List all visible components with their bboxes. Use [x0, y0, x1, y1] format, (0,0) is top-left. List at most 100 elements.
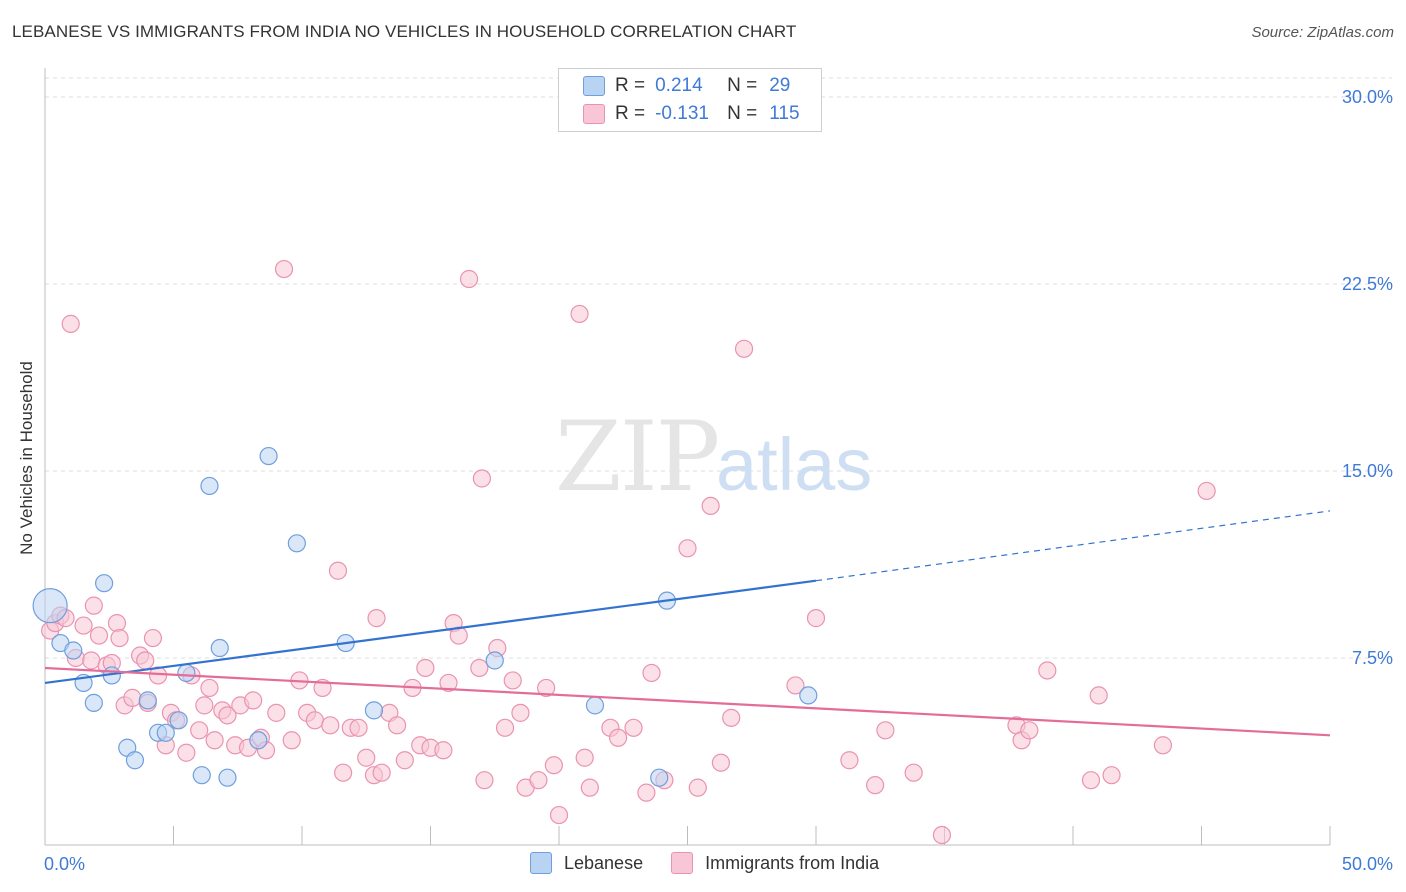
india-legend-swatch	[671, 852, 694, 874]
india-point	[107, 613, 127, 633]
stats-row-india: R = -0.131 N = 115	[583, 102, 800, 126]
india-point	[688, 778, 707, 797]
india-point	[367, 609, 386, 628]
n-label: N =	[727, 103, 758, 124]
india-swatch	[583, 104, 605, 124]
lebanese-trend-line	[44, 579, 817, 685]
tick-labels: 7.5% 15.0% 22.5% 30.0% 0.0% 50.0%	[44, 87, 1393, 874]
trend-layer	[44, 510, 1331, 737]
stats-legend: R = 0.214 N = 29 R = -0.131 N = 115	[558, 68, 822, 132]
y-tick-label: 7.5%	[1352, 648, 1393, 668]
series-legend: Lebanese Immigrants from India	[530, 852, 907, 874]
india-point	[416, 658, 435, 678]
lebanese-point	[210, 638, 229, 658]
x-tick-label: 0.0%	[44, 854, 85, 874]
india-point	[786, 676, 805, 695]
india-point	[74, 616, 93, 635]
lebanese-swatch	[583, 76, 605, 96]
india-point	[642, 663, 661, 683]
india-point	[1197, 481, 1216, 501]
india-point	[439, 673, 458, 693]
india-point	[475, 771, 494, 790]
y-tick-label: 15.0%	[1342, 461, 1393, 481]
r-label: R =	[615, 75, 646, 96]
india-point	[110, 628, 129, 648]
lebanese-point	[585, 696, 605, 715]
india-point	[537, 678, 556, 698]
india-point	[123, 688, 142, 707]
india-point	[395, 751, 414, 770]
points-layer	[32, 87, 1216, 845]
india-point	[570, 304, 589, 324]
y-tick-label: 30.0%	[1342, 87, 1393, 107]
india-point	[357, 748, 376, 767]
lebanese-point	[249, 731, 268, 750]
source-label: Source: ZipAtlas.com	[1251, 24, 1394, 41]
india-point	[806, 609, 826, 628]
lebanese-point	[138, 691, 157, 710]
watermark-zip: ZIP	[555, 401, 718, 513]
india-point	[349, 718, 368, 737]
lebanese-point	[84, 693, 103, 712]
lebanese-point	[169, 711, 188, 730]
lebanese-point	[64, 641, 83, 660]
india-point	[282, 731, 301, 750]
lebanese-point	[125, 751, 145, 770]
india-point	[200, 678, 219, 698]
lebanese-point	[192, 766, 211, 785]
india-point	[1038, 661, 1057, 680]
india-point	[61, 314, 80, 333]
india-point	[840, 751, 859, 770]
watermark-atlas: atlas	[716, 423, 872, 506]
india-point	[637, 783, 656, 802]
lebanese-point	[218, 768, 237, 787]
india-trend-line	[44, 666, 1331, 737]
legend-item-lebanese: Lebanese	[530, 852, 643, 874]
india-point	[328, 561, 348, 580]
lebanese-point	[32, 588, 68, 624]
india-point	[459, 269, 479, 289]
india-point	[624, 718, 643, 737]
n-value: 115	[769, 103, 800, 124]
lebanese-point	[259, 446, 278, 466]
india-point	[503, 671, 522, 690]
india-point	[143, 628, 163, 648]
india-point	[580, 778, 599, 797]
lebanese-legend-swatch	[530, 852, 552, 874]
india-point	[136, 651, 155, 670]
india-point	[434, 741, 453, 760]
lebanese-point	[95, 574, 114, 593]
india-point	[549, 805, 569, 825]
india-point	[334, 763, 353, 782]
india-point	[177, 743, 196, 762]
lebanese-trend-extension	[815, 510, 1331, 582]
india-point	[511, 703, 530, 722]
lebanese-point	[485, 651, 504, 670]
x-tick-label: 50.0%	[1342, 854, 1393, 874]
india-point	[305, 711, 324, 730]
r-value: 0.214	[655, 75, 703, 96]
india-point	[722, 708, 741, 727]
india-point	[575, 748, 594, 767]
india-point	[472, 469, 491, 488]
india-point	[711, 753, 731, 772]
y-tick-label: 22.5%	[1342, 274, 1393, 294]
india-point	[244, 691, 263, 710]
lebanese-point	[200, 476, 219, 496]
india-point	[932, 825, 952, 845]
legend-label-india: Immigrants from India	[705, 852, 880, 873]
india-point	[89, 626, 109, 645]
lebanese-point	[799, 686, 818, 705]
india-point	[218, 706, 237, 725]
axis-layer	[44, 68, 1331, 846]
legend-item-india: Immigrants from India	[671, 852, 879, 874]
lebanese-point	[650, 768, 669, 787]
india-point	[1089, 686, 1108, 705]
india-point	[609, 728, 628, 747]
india-point	[1102, 766, 1121, 785]
india-point	[876, 721, 895, 740]
r-label: R =	[615, 103, 646, 124]
india-point	[190, 721, 209, 740]
india-point	[701, 496, 720, 516]
